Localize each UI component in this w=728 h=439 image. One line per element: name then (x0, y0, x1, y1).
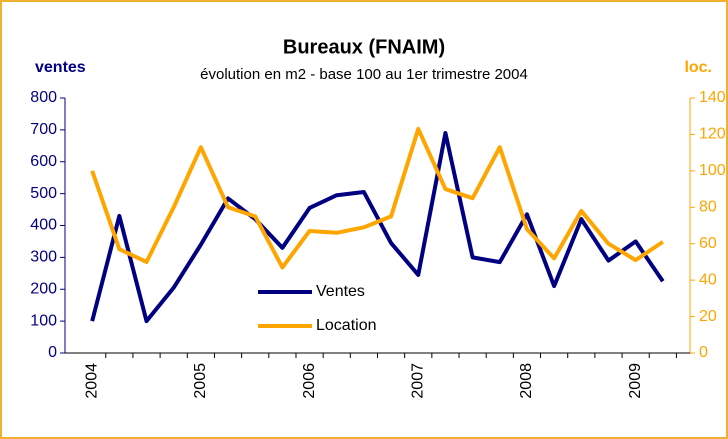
x-tick-label: 2007 (409, 363, 426, 399)
y-tick-label: 700 (30, 121, 57, 138)
x-tick-label: 2009 (627, 363, 644, 399)
y2-tick-label: 140 (699, 89, 726, 106)
y2-tick-label: 40 (699, 271, 717, 288)
y-tick-label: 100 (30, 312, 57, 329)
y-tick-label: 200 (30, 280, 57, 297)
y-axis-label: ventes (35, 59, 86, 76)
y2-tick-label: 120 (699, 126, 726, 143)
y2-tick-label: 0 (699, 344, 708, 361)
y2-tick-label: 100 (699, 162, 726, 179)
legend-label: Location (316, 317, 377, 334)
legend-label: Ventes (316, 283, 365, 300)
series-line (90, 131, 665, 324)
y2-tick-label: 60 (699, 235, 717, 252)
x-tick-label: 2008 (518, 363, 535, 399)
y-tick-label: 800 (30, 89, 57, 106)
x-tick-label: 2005 (192, 363, 209, 399)
chart-title: Bureaux (FNAIM) (283, 36, 445, 58)
y2-tick-label: 80 (699, 199, 717, 216)
x-tick-label: 2004 (83, 363, 100, 399)
y-tick-label: 500 (30, 185, 57, 202)
y-tick-label: 300 (30, 249, 57, 266)
series-line (90, 126, 664, 270)
y-tick-label: 0 (48, 344, 57, 361)
y-tick-label: 400 (30, 217, 57, 234)
y2-axis-label: loc. (684, 59, 712, 76)
y-tick-label: 600 (30, 153, 57, 170)
chart-subtitle: évolution en m2 - base 100 au 1er trimes… (200, 66, 528, 83)
x-tick-label: 2006 (301, 363, 318, 399)
y2-tick-label: 20 (699, 308, 717, 325)
